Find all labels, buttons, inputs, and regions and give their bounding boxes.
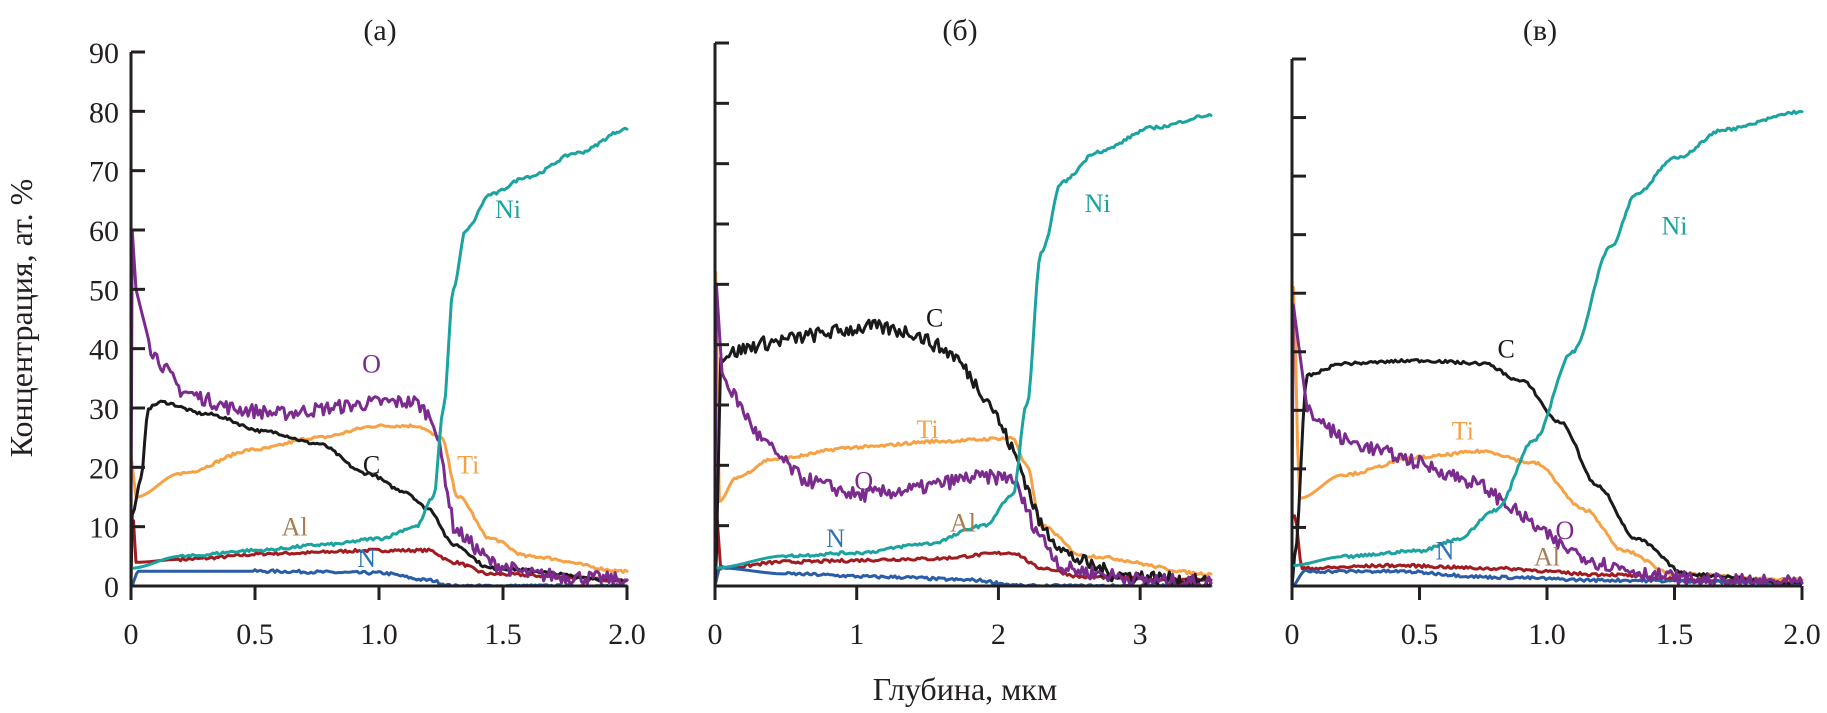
series-line-n: [1290, 568, 1804, 588]
x-tick-label: 0: [1285, 618, 1300, 651]
series-label-ni: Ni: [495, 195, 521, 224]
y-tick-label: 30: [89, 393, 119, 426]
x-tick-label: 1.5: [484, 618, 522, 651]
series-group: [1290, 109, 1804, 588]
series-label-o: O: [1555, 516, 1574, 545]
series-label-ni: Ni: [1662, 212, 1688, 241]
axes: [713, 43, 1211, 588]
x-tick-label: 2.0: [608, 618, 646, 651]
x-tick-label: 0: [708, 618, 723, 651]
series-label-ni: Ni: [1085, 189, 1111, 218]
x-tick-label: 2.0: [1783, 618, 1821, 651]
series-label-al: Al: [1534, 543, 1560, 572]
series-line-ni: [1290, 109, 1804, 567]
panel-c: (в) Ni C O Ti Al N 0 0.5 1.0 1.5 2.0: [1285, 14, 1821, 651]
y-axis-label: Концентрация, ат. %: [3, 179, 39, 457]
series-line-o: [129, 228, 629, 588]
series-group: [129, 126, 629, 588]
series-line-c: [129, 399, 629, 588]
series-label-ti: Ti: [916, 415, 938, 444]
x-tick-label: 1: [849, 618, 864, 651]
y-tick-label: 80: [89, 96, 119, 129]
x-tick-label: 1.0: [1528, 618, 1566, 651]
y-tick-label: 10: [89, 512, 119, 545]
series-line-c: [713, 318, 1213, 588]
axes: [1290, 59, 1802, 588]
y-tick-label: 50: [89, 274, 119, 307]
series-label-c: C: [363, 450, 380, 479]
y-tick-label: 90: [89, 37, 119, 70]
series-label-o: O: [854, 466, 873, 495]
y-tick-label: 60: [89, 215, 119, 248]
x-axis-label: Глубина, мкм: [873, 671, 1057, 707]
panel-title: (в): [1523, 14, 1557, 47]
x-tick-label: 0: [124, 618, 139, 651]
x-tick-label: 2: [991, 618, 1006, 651]
y-tick-label: 40: [89, 334, 119, 367]
series-line-ni: [713, 113, 1213, 570]
series-label-al: Al: [282, 513, 308, 542]
y-tick-label: 70: [89, 156, 119, 189]
x-tick-label: 1.0: [360, 618, 398, 651]
y-tick-label: 0: [104, 571, 119, 604]
series-label-al: Al: [950, 509, 976, 538]
series-label-o: O: [362, 349, 381, 378]
panel-a: (а) Ni O C Ti Al N 0 10 20 30 40 50 60 70 80 90 0 0.5 1.0 1.…: [89, 14, 646, 651]
series-label-n: N: [357, 544, 376, 573]
series-label-c: C: [1498, 335, 1515, 364]
panel-title: (а): [363, 14, 396, 47]
panel-title: (б): [942, 14, 977, 47]
x-tick-label: 1.5: [1656, 618, 1694, 651]
series-line-ni: [129, 126, 629, 570]
x-tick-label: 3: [1133, 618, 1148, 651]
series-line-o: [1290, 303, 1804, 588]
panel-b: (б) Ni C O Ti Al N 0 1 2 3: [708, 14, 1213, 651]
series-line-o: [713, 282, 1213, 588]
series-label-ti: Ti: [457, 450, 479, 479]
x-tick-label: 0.5: [236, 618, 274, 651]
y-tick-label: 20: [89, 452, 119, 485]
series-line-ti: [129, 423, 629, 574]
series-line-ti: [713, 270, 1213, 577]
series-label-c: C: [926, 304, 943, 333]
x-tick-label: 0.5: [1401, 618, 1439, 651]
series-label-n: N: [826, 524, 845, 553]
axes: [129, 52, 627, 588]
series-label-n: N: [1436, 537, 1455, 566]
series-label-ti: Ti: [1452, 417, 1474, 446]
